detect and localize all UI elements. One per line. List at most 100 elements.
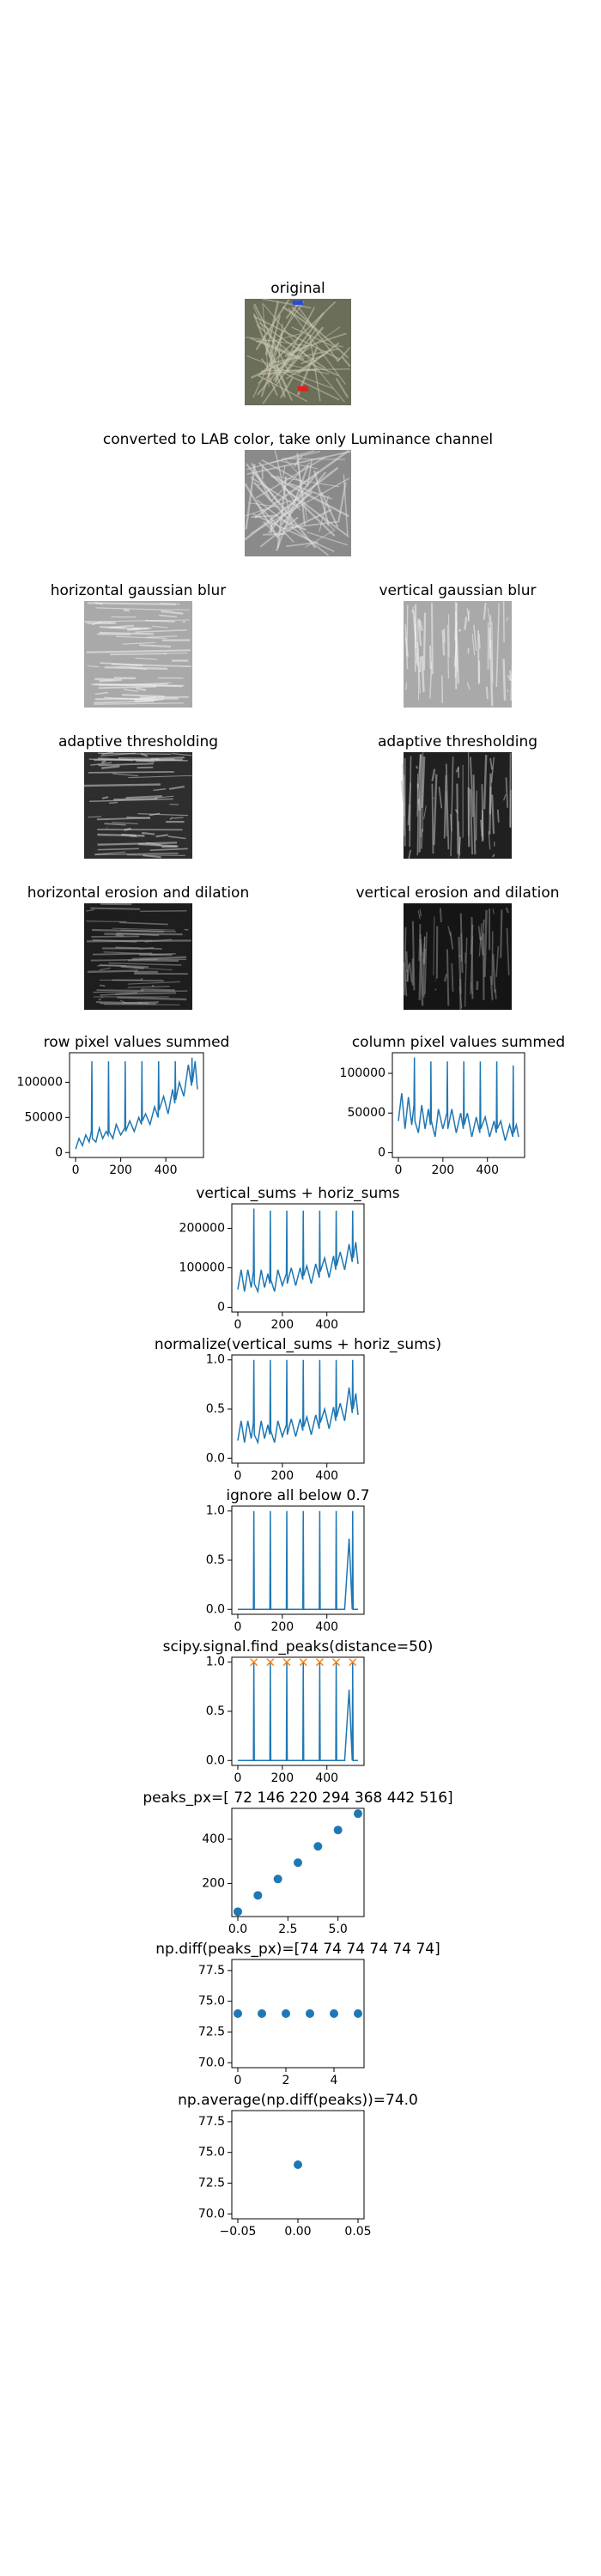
- texture-line: [268, 377, 278, 396]
- texture-line: [115, 635, 167, 640]
- texture-line: [119, 921, 168, 926]
- texture-line: [335, 378, 349, 398]
- texture-line: [502, 793, 507, 801]
- x-tick-label: 0: [72, 1163, 80, 1177]
- texture-line: [483, 909, 488, 977]
- chart-title: vertical_sums + horiz_sums: [196, 1185, 399, 1202]
- x-tick-label: 5.0: [329, 1923, 348, 1936]
- y-tick-label: 200000: [179, 1222, 225, 1236]
- texture-line: [135, 657, 158, 660]
- x-tick-label: 200: [270, 1318, 294, 1332]
- axes-frame: [231, 1959, 365, 2069]
- texture-line: [252, 513, 335, 553]
- y-tick-label: 1.0: [206, 1504, 225, 1518]
- chart-title: peaks_px=[ 72 146 220 294 368 442 516]: [143, 1789, 452, 1807]
- texture-line: [431, 603, 434, 675]
- texture-line: [282, 465, 286, 477]
- texture-line: [97, 619, 190, 623]
- texture-line: [152, 625, 168, 629]
- point: [258, 2009, 266, 2018]
- texture-line: [168, 786, 185, 790]
- texture-line: [445, 763, 450, 850]
- texture-line: [343, 474, 349, 536]
- texture-line: [88, 798, 173, 802]
- texture-line: [155, 834, 168, 838]
- y-tick-label: 75.0: [198, 1995, 225, 2008]
- point: [273, 1874, 282, 1884]
- point: [330, 2009, 338, 2018]
- y-tick-label: 0.0: [206, 1451, 225, 1465]
- image-texture: [84, 751, 192, 859]
- axes-frame: [231, 1505, 365, 1615]
- texture-line: [271, 462, 311, 501]
- texture-line: [491, 794, 495, 835]
- texture-line: [467, 610, 470, 622]
- texture-line: [409, 962, 413, 982]
- texture-line: [100, 752, 136, 756]
- texture-line: [455, 632, 458, 672]
- texture-line: [90, 762, 112, 766]
- texture-line: [416, 799, 420, 856]
- texture-line: [458, 629, 462, 632]
- texture-line: [260, 357, 270, 371]
- texture-line: [404, 624, 409, 670]
- texture-line: [116, 932, 160, 937]
- texture-line: [99, 967, 111, 971]
- texture-line: [422, 612, 427, 671]
- texture-line: [99, 631, 154, 635]
- texture-line: [411, 606, 415, 613]
- texture-line: [124, 827, 131, 832]
- texture-line: [489, 773, 492, 815]
- texture-line: [161, 610, 184, 615]
- line: [237, 1208, 359, 1294]
- texture-line: [317, 513, 334, 531]
- texture-line: [153, 788, 167, 792]
- texture-line: [90, 907, 141, 910]
- texture-line: [104, 665, 168, 670]
- texture-line: [251, 463, 272, 502]
- y-tick-label: 0.5: [206, 1553, 225, 1567]
- texture-line: [94, 852, 179, 856]
- texture-line: [471, 634, 476, 656]
- texture-line: [84, 783, 161, 787]
- image-texture: [244, 449, 352, 556]
- y-tick-label: 0.5: [206, 1704, 225, 1718]
- texture-line: [470, 756, 474, 817]
- texture-line: [252, 313, 286, 398]
- texture-line: [122, 641, 155, 645]
- line: [75, 1057, 198, 1150]
- texture-line: [139, 644, 172, 648]
- chart-title: column pixel values summed: [352, 1034, 565, 1051]
- texture-line: [281, 460, 319, 470]
- y-tick-label: 0.5: [206, 1402, 225, 1416]
- texture-line: [449, 931, 454, 950]
- chart-title: ignore all below 0.7: [226, 1487, 369, 1504]
- texture-line: [92, 952, 153, 956]
- y-tick-label: 77.5: [198, 1964, 225, 1978]
- texture-line: [478, 634, 481, 649]
- texture-line: [450, 756, 454, 857]
- texture-line: [492, 854, 495, 858]
- y-tick-label: 72.5: [198, 2176, 225, 2190]
- x-tick-label: 0: [234, 1469, 242, 1483]
- texture-line: [421, 655, 425, 693]
- texture-line: [254, 449, 350, 519]
- texture-line: [94, 702, 184, 705]
- plot-area: [234, 1809, 362, 1917]
- texture-line: [112, 773, 138, 777]
- x-tick-label: 0: [234, 2074, 242, 2087]
- x-tick-label: 0: [395, 1163, 403, 1177]
- chart-title: row pixel values summed: [44, 1034, 230, 1051]
- point: [294, 2160, 302, 2169]
- axes-frame: [231, 2110, 365, 2220]
- peak-marker: [266, 1658, 275, 1667]
- texture-line: [418, 949, 422, 1000]
- texture-line: [122, 694, 166, 698]
- texture-line: [154, 795, 174, 799]
- plot-area: [238, 1662, 358, 1762]
- texture-line: [137, 813, 188, 817]
- texture-line: [464, 617, 468, 630]
- texture-line: [477, 629, 480, 684]
- texture-line: [438, 787, 443, 809]
